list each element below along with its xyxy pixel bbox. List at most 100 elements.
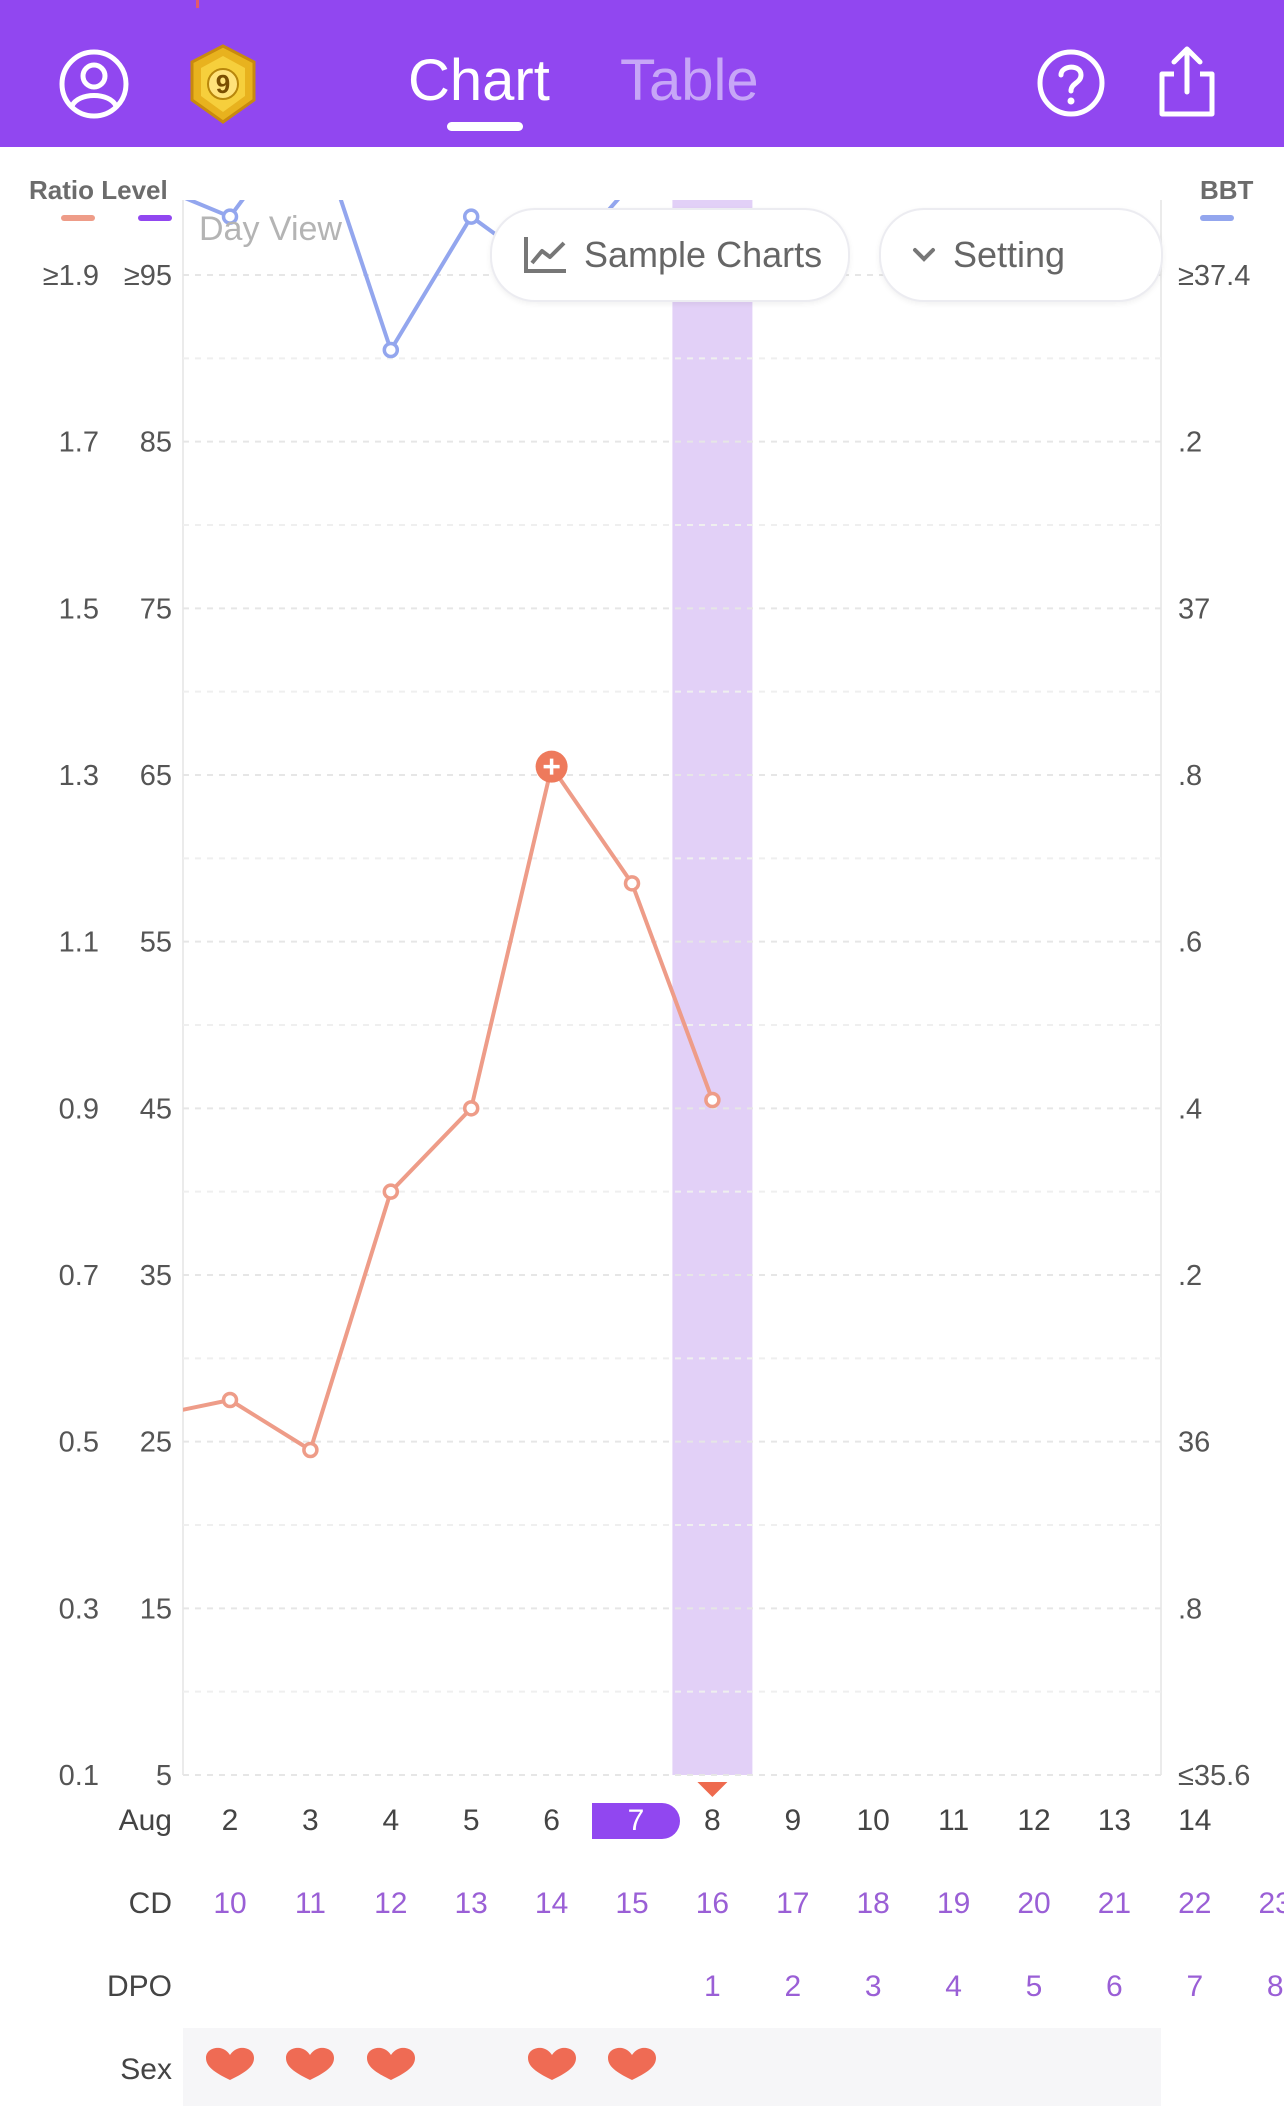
level-tick-label: 35 bbox=[140, 1260, 172, 1292]
date-label: 14 bbox=[1178, 1804, 1212, 1837]
sample-charts-button[interactable]: Sample Charts bbox=[490, 208, 850, 302]
cd-label: 17 bbox=[776, 1887, 810, 1920]
setting-dropdown[interactable]: Setting bbox=[879, 208, 1163, 302]
day-view-label: Day View bbox=[199, 210, 342, 248]
cd-label: 23 bbox=[1258, 1887, 1284, 1920]
ratio-tick-label: 0.1 bbox=[59, 1760, 99, 1792]
date-label: 10 bbox=[856, 1804, 890, 1837]
bbt-tick-label: .2 bbox=[1178, 1260, 1202, 1292]
level-legend-swatch bbox=[138, 215, 172, 221]
date-label: 2 bbox=[221, 1804, 239, 1837]
profile-button[interactable] bbox=[58, 48, 130, 120]
date-label: 13 bbox=[1097, 1804, 1132, 1837]
date-label: 8 bbox=[704, 1804, 721, 1837]
level-tick-label: 65 bbox=[140, 760, 172, 792]
date-label: 11 bbox=[938, 1804, 970, 1837]
ratio-level-axis-title: Ratio Level bbox=[29, 175, 168, 205]
date-label: 6 bbox=[543, 1804, 560, 1837]
cd-label: 20 bbox=[1017, 1887, 1051, 1920]
ratio-data-point bbox=[221, 1391, 239, 1409]
ratio-tick-label: 1.1 bbox=[59, 927, 99, 959]
date-label: 4 bbox=[382, 1804, 400, 1837]
sex-row-label: Sex bbox=[120, 2053, 172, 2086]
cd-label: 10 bbox=[213, 1887, 247, 1920]
ratio-data-point bbox=[704, 1091, 721, 1109]
heart-icon bbox=[527, 2047, 576, 2080]
cd-row-label: CD bbox=[128, 1887, 172, 1920]
date-label: 12 bbox=[1017, 1804, 1051, 1837]
ratio-data-point bbox=[623, 875, 641, 892]
ratio-tick-label: 1.5 bbox=[59, 593, 99, 625]
help-icon bbox=[1037, 49, 1105, 117]
ratio-legend-swatch bbox=[61, 215, 95, 221]
bbt-tick-label: 37 bbox=[1178, 593, 1210, 625]
ratio-tick-label: 0.5 bbox=[59, 1427, 99, 1459]
dpo-label: 3 bbox=[864, 1970, 882, 2003]
cd-label: 14 bbox=[534, 1887, 569, 1920]
ratio-tick-label: 0.7 bbox=[59, 1260, 99, 1292]
tab-table[interactable]: Table bbox=[620, 48, 759, 113]
month-label: Aug bbox=[118, 1804, 172, 1837]
bbt-axis-title: BBT bbox=[1200, 175, 1254, 205]
bbt-tick-label: .8 bbox=[1178, 760, 1202, 792]
date-today-label: 7 bbox=[592, 1803, 680, 1839]
dpo-label: 7 bbox=[1186, 1970, 1204, 2003]
line-chart-icon bbox=[524, 237, 566, 273]
level-tick-label: 5 bbox=[156, 1760, 172, 1792]
share-icon bbox=[1159, 46, 1215, 117]
share-button[interactable] bbox=[1152, 44, 1222, 120]
bbt-tick-label: 36 bbox=[1178, 1427, 1210, 1459]
date-label: 9 bbox=[784, 1804, 802, 1837]
level-tick-label: 55 bbox=[140, 927, 172, 959]
level-tick-label: 15 bbox=[140, 1593, 172, 1625]
bbt-data-point bbox=[221, 208, 239, 225]
bbt-legend-swatch bbox=[1200, 215, 1234, 221]
sex-row-background bbox=[183, 2028, 1161, 2106]
bbt-tick-label: .4 bbox=[1178, 1093, 1202, 1125]
bbt-tick-label: .6 bbox=[1178, 927, 1202, 959]
active-tab-indicator bbox=[447, 122, 523, 131]
profile-icon bbox=[59, 49, 129, 119]
bbt-data-point bbox=[462, 208, 480, 225]
ratio-tick-label: ≥1.9 bbox=[43, 260, 99, 292]
ratio-data-point bbox=[382, 1183, 400, 1200]
dpo-label: 1 bbox=[704, 1970, 721, 2003]
cd-label: 18 bbox=[856, 1887, 890, 1920]
cd-label: 13 bbox=[454, 1887, 488, 1920]
bbt-data-point bbox=[304, 102, 317, 115]
dpo-row-label: DPO bbox=[106, 1970, 172, 2003]
cd-label: 19 bbox=[936, 1887, 971, 1920]
bbt-data-point bbox=[626, 177, 639, 190]
bbt-tick-label: ≤35.6 bbox=[1178, 1760, 1250, 1792]
cd-label: 16 bbox=[695, 1887, 730, 1920]
bbt-tick-label: .2 bbox=[1178, 427, 1202, 459]
dpo-label: 8 bbox=[1266, 1970, 1284, 2003]
ratio-series-line bbox=[183, 764, 715, 1452]
help-button[interactable] bbox=[1036, 48, 1106, 118]
heart-icon bbox=[366, 2047, 415, 2080]
level-tick-label: 85 bbox=[140, 427, 172, 459]
ratio-tick-label: 1.7 bbox=[59, 427, 99, 459]
date-label: 3 bbox=[302, 1804, 319, 1837]
today-highlight-band bbox=[672, 200, 753, 1775]
cd-label: 22 bbox=[1178, 1887, 1212, 1920]
chevron-down-icon bbox=[913, 248, 935, 262]
bbt-tick-label: ≥37.4 bbox=[1178, 260, 1250, 292]
cd-label: 21 bbox=[1097, 1887, 1132, 1920]
level-tick-label: 75 bbox=[140, 593, 172, 625]
ratio-data-point bbox=[462, 1100, 480, 1117]
cd-label: 11 bbox=[294, 1887, 326, 1920]
heart-icon bbox=[608, 2047, 656, 2080]
tab-chart[interactable]: Chart bbox=[408, 48, 550, 113]
level-tick-label: 25 bbox=[140, 1427, 172, 1459]
achievement-badge-button[interactable]: 9 bbox=[188, 44, 258, 124]
level-tick-label: ≥95 bbox=[124, 260, 172, 292]
date-label: 5 bbox=[462, 1804, 480, 1837]
ratio-tick-label: 1.3 bbox=[59, 760, 99, 792]
level-tick-label: 45 bbox=[140, 1093, 172, 1125]
ovulation-marker bbox=[697, 1782, 728, 1797]
ratio-data-point bbox=[302, 1441, 319, 1459]
bbt-series-line bbox=[184, 200, 621, 352]
cd-label: 12 bbox=[374, 1887, 408, 1920]
